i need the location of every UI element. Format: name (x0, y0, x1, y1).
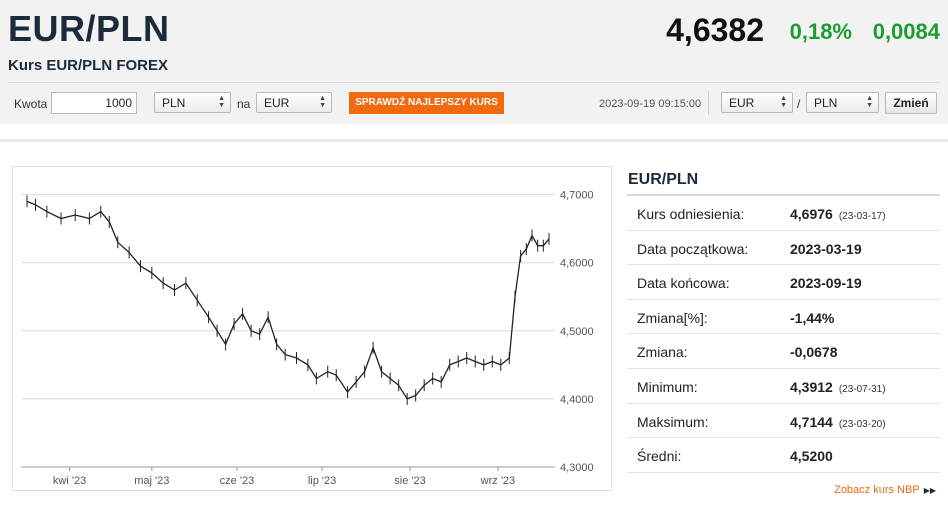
pair-quote-value: PLN (814, 96, 838, 110)
converter-toolbar: Kwota PLN ▲▼ na EUR ▲▼ SPRAWDŹ NAJLEPSZY… (8, 82, 940, 120)
stats-row-value-text: 4,6976 (790, 206, 833, 222)
amount-input[interactable] (51, 92, 137, 114)
stats-row-value: 4,7144 (23-03-20) (790, 414, 886, 430)
change-percent: 0,18% (789, 19, 852, 44)
price-chart: 4,7000 4,6000 4,5000 4,4000 4,3000 kwi '23 maj… (12, 166, 612, 491)
y-tick-label: 4,3000 (560, 462, 594, 474)
stats-row-value: -0,0678 (790, 344, 837, 360)
pair-title: EUR/PLN (8, 8, 170, 49)
pair-subtitle: Kurs EUR/PLN FOREX (8, 57, 169, 74)
stats-row-value: 2023-09-19 (790, 275, 862, 291)
amount-label: Kwota (14, 97, 48, 111)
stats-row-label: Kurs odniesienia: (637, 206, 745, 222)
x-tick-label: wrz '23 (480, 475, 516, 487)
y-tick-label: 4,6000 (560, 258, 594, 270)
stats-row-value-text: 4,5200 (790, 448, 833, 465)
pair-quote-select[interactable]: PLN ▲ ▼ (806, 92, 879, 113)
stats-row: Data początkowa: 2023-03-19 (627, 231, 940, 266)
stats-row-value: 2023-03-19 (790, 241, 862, 257)
to-currency-value: EUR (264, 96, 290, 110)
stats-row: Maksimum: 4,7144 (23-03-20) (627, 404, 940, 439)
stats-row-value: -1,44% (790, 310, 834, 326)
double-arrow-icon: ▶▶ (923, 486, 936, 495)
stats-row: Średni: 4,5200 (627, 438, 940, 473)
pair-base-select[interactable]: EUR ▲ ▼ (721, 92, 793, 113)
stats-row-value-text: 2023-09-19 (790, 275, 862, 292)
x-tick-label: lip '23 (308, 475, 336, 487)
stats-row-value-text: -0,0678 (790, 344, 838, 361)
current-price: 4,6382 (666, 12, 764, 48)
section-divider (0, 139, 948, 142)
stats-row-value-text: 4,7144 (790, 413, 833, 430)
stats-row-value-text: 2023-03-19 (790, 240, 862, 257)
stats-row-label: Data początkowa: (637, 240, 749, 257)
quote-timestamp: 2023-09-19 09:15:00 (599, 98, 702, 110)
to-currency-select[interactable]: EUR ▲ ▼ (256, 92, 332, 113)
y-tick-label: 4,4000 (560, 394, 594, 406)
stats-row: Zmiana: -0,0678 (627, 334, 940, 369)
nbp-link-label: Zobacz kurs NBP (834, 484, 920, 496)
stats-panel: EUR/PLN Kurs odniesienia: 4,6976 (23-03-17… (627, 166, 940, 473)
change-absolute: 0,0084 (872, 19, 940, 44)
stats-row-value: 4,6976 (23-03-17) (790, 206, 886, 222)
select-arrows-icon: ▲ ▼ (866, 95, 873, 109)
x-tick-label: sie '23 (394, 475, 425, 487)
price-series-line (26, 200, 550, 400)
from-currency-select[interactable]: PLN ▲ ▼ (154, 92, 231, 113)
y-tick-label: 4,7000 (560, 190, 594, 202)
stats-row-value-text: 4,3912 (790, 378, 833, 395)
stats-row-date: (23-07-31) (838, 383, 886, 395)
chart-canvas: 4,7000 4,6000 4,5000 4,4000 4,3000 kwi '23 maj… (21, 190, 594, 487)
select-arrows-icon: ▲ ▼ (319, 95, 326, 109)
x-tick-label: kwi '23 (53, 475, 86, 487)
select-arrows-icon: ▲ ▼ (780, 95, 787, 109)
x-tick-label: maj '23 (134, 475, 169, 487)
from-currency-value: PLN (162, 96, 186, 110)
select-arrows-icon: ▲ ▼ (218, 95, 225, 109)
x-tick-label: cze '23 (220, 475, 255, 487)
stats-row-date: (23-03-20) (838, 418, 886, 430)
nbp-rate-link[interactable]: Zobacz kurs NBP ▶▶ (834, 484, 936, 496)
stats-row-date: (23-03-17) (838, 211, 886, 222)
stats-row: Minimum: 4,3912 (23-07-31) (627, 369, 940, 404)
stats-row-value: 4,3912 (23-07-31) (790, 379, 886, 395)
stats-row: Zmiana[%]: -1,44% (627, 300, 940, 335)
stats-row-label: Minimum: (637, 378, 698, 395)
quote-header: EUR/PLN Kurs EUR/PLN FOREX 4,6382 0,18% … (0, 0, 948, 124)
best-rate-button[interactable]: SPRAWDŹ NAJLEPSZY KURS (349, 92, 504, 114)
na-label: na (237, 97, 251, 111)
change-pair-button[interactable]: Zmień (885, 92, 937, 114)
toolbar-divider (708, 91, 709, 115)
stats-row-label: Średni: (637, 448, 682, 465)
stats-row-value-text: -1,44% (790, 309, 835, 326)
stats-row: Data końcowa: 2023-09-19 (627, 265, 940, 300)
stats-rows: Kurs odniesienia: 4,6976 (23-03-17) Data po… (627, 196, 940, 473)
stats-row-label: Zmiana: (637, 344, 688, 361)
stats-title: EUR/PLN (627, 166, 940, 196)
stats-row-value: 4,5200 (790, 448, 833, 464)
stats-row-label: Data końcowa: (637, 275, 730, 292)
stats-row-label: Maksimum: (637, 413, 709, 430)
stats-row: Kurs odniesienia: 4,6976 (23-03-17) (627, 196, 940, 231)
stats-row-label: Zmiana[%]: (637, 309, 708, 326)
y-tick-label: 4,5000 (560, 326, 594, 338)
pair-base-value: EUR (729, 96, 755, 110)
pair-slash: / (797, 97, 801, 111)
